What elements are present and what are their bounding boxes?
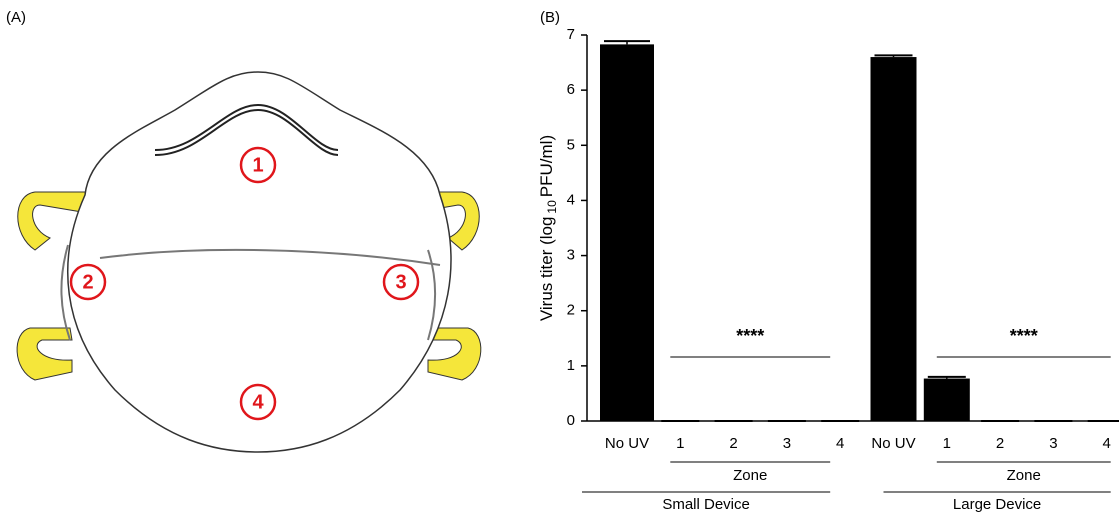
y-tick-label: 4 bbox=[567, 191, 575, 208]
mask-diagram: 1 2 3 4 bbox=[16, 71, 482, 453]
strap bbox=[16, 327, 73, 381]
x-tick-label: 2 bbox=[729, 435, 737, 452]
significance: **** bbox=[736, 326, 764, 346]
zone-circle bbox=[69, 263, 107, 301]
x-tick-label: 2 bbox=[996, 435, 1004, 452]
fold bbox=[60, 244, 71, 341]
x-tick-label: 3 bbox=[783, 435, 791, 452]
y-tick-label: 1 bbox=[567, 357, 575, 374]
significance: **** bbox=[1010, 326, 1038, 346]
group-label: Small Device bbox=[662, 496, 750, 513]
zone-label: Zone bbox=[1007, 467, 1041, 484]
y-tick-label: 6 bbox=[567, 81, 575, 98]
zone-label: Zone bbox=[733, 467, 767, 484]
zone-circle bbox=[239, 146, 277, 184]
y-label-part: PFU/ml) bbox=[537, 135, 556, 197]
zone-circle bbox=[239, 383, 277, 421]
bar bbox=[600, 44, 654, 421]
y-tick-label: 5 bbox=[567, 136, 575, 153]
x-tick-label: 4 bbox=[1103, 435, 1111, 452]
x-tick-label: 1 bbox=[943, 435, 951, 452]
bar bbox=[923, 378, 970, 421]
y-label-sub: 10 bbox=[545, 200, 559, 214]
y-tick-label: 3 bbox=[567, 247, 575, 264]
x-tick-label: 1 bbox=[676, 435, 684, 452]
bar bbox=[870, 57, 917, 422]
y-label-part: Virus titer (log bbox=[537, 217, 556, 322]
strap bbox=[427, 327, 482, 381]
zone-number: 3 bbox=[395, 271, 406, 293]
strap bbox=[17, 191, 91, 251]
x-tick-label: No UV bbox=[605, 435, 649, 452]
x-tick-label: No UV bbox=[871, 435, 915, 452]
x-tick-label: 3 bbox=[1049, 435, 1057, 452]
zone-number: 1 bbox=[252, 154, 263, 176]
x-tick-label: 4 bbox=[836, 435, 844, 452]
nose-wire bbox=[154, 108, 339, 156]
y-tick-label: 0 bbox=[567, 412, 575, 429]
y-axis-label: Virus titer (log 10 PFU/ml) bbox=[537, 135, 559, 321]
zone-number: 4 bbox=[252, 391, 264, 413]
zone-circle bbox=[382, 263, 420, 301]
panel-label: (B) bbox=[540, 9, 560, 26]
nose-wire bbox=[154, 103, 339, 151]
panel-label: (A) bbox=[6, 9, 26, 26]
zone-number: 2 bbox=[82, 271, 93, 293]
mask-outline bbox=[67, 71, 452, 453]
fold bbox=[427, 249, 437, 341]
fold bbox=[99, 248, 441, 266]
group-label: Large Device bbox=[953, 496, 1041, 513]
y-tick-label: 7 bbox=[567, 26, 575, 43]
y-tick-label: 2 bbox=[567, 302, 575, 319]
